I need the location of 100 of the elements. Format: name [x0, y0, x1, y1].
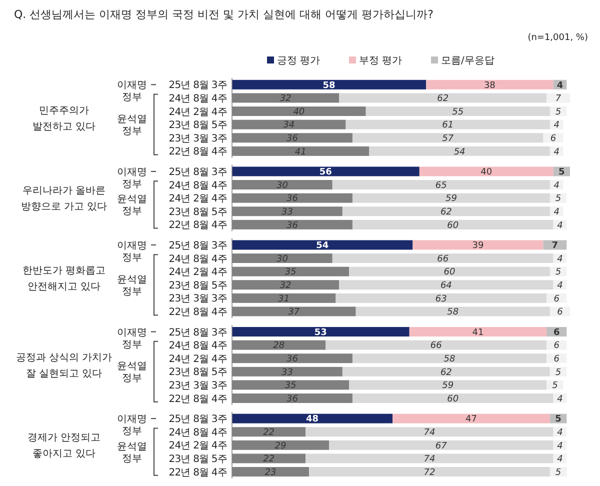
data-label: 5 [552, 381, 558, 392]
data-label: 28 [273, 341, 285, 352]
bar [543, 240, 567, 250]
y-tick-label: 24년 2월 4주 [168, 354, 228, 365]
data-label: 5 [555, 368, 562, 378]
legend-label: 부정 평가 [359, 56, 402, 66]
data-label: 34 [283, 120, 295, 131]
data-label: 54 [454, 147, 466, 158]
data-label: 36 [286, 220, 298, 231]
y-tick-label: 23년 8월 5주 [168, 280, 228, 292]
data-label: 30 [276, 254, 288, 264]
legend-label: 모름/무응답 [441, 56, 494, 66]
bar [392, 414, 550, 424]
data-label: 4 [557, 428, 564, 438]
y-tick-label: 22년 8월 4주 [168, 467, 228, 478]
data-label: 5 [555, 107, 562, 118]
text: 이재명 정부 [117, 80, 147, 104]
data-label: 60 [444, 268, 456, 278]
data-label: 4 [554, 180, 560, 191]
data-label: 61 [442, 120, 454, 131]
y-tick-label: 25년 8월 3주 [168, 80, 228, 92]
data-label: 22 [263, 428, 275, 438]
y-axis-title: 한반도가 평화롭고 안전해지고 있다 [22, 266, 106, 293]
data-label: 66 [430, 341, 442, 352]
bar [232, 240, 413, 250]
data-label: 48 [306, 414, 319, 425]
y-tick-label: 24년 8월 4주 [168, 340, 228, 352]
y-tick-label: 25년 8월 3주 [168, 166, 228, 178]
y-tick-label: 24년 8월 4주 [168, 93, 228, 104]
data-label: 6 [554, 354, 560, 364]
data-label: 39 [472, 241, 484, 252]
text: 윤석열 정부 [117, 361, 147, 384]
data-label: 5 [555, 268, 562, 278]
data-label: 62 [437, 94, 449, 104]
y-axis-title: 경제가 안정되고 좋아지고 있다 [27, 432, 101, 460]
y-axis-title: 우리나라가 올바른 방향으로 가고 있다 [20, 186, 108, 213]
bar [308, 467, 550, 476]
data-label: 4 [557, 281, 564, 291]
data-label: 4 [554, 147, 560, 158]
bar [349, 380, 547, 390]
bar [339, 280, 554, 290]
data-label: 56 [319, 168, 332, 178]
data-label: 36 [286, 194, 298, 204]
y-tick-label: 22년 8월 4주 [168, 306, 228, 318]
data-label: 6 [553, 328, 560, 338]
data-label: 53 [314, 328, 327, 338]
data-label: 33 [281, 208, 294, 218]
data-label: 54 [316, 241, 329, 252]
data-label: 65 [435, 180, 448, 191]
bar [369, 146, 550, 156]
data-label: 5 [558, 168, 565, 178]
data-label: 30 [276, 180, 288, 191]
bar [336, 293, 547, 303]
data-label: 40 [480, 168, 492, 178]
data-label: 31 [278, 294, 290, 304]
data-label: 33 [281, 368, 294, 378]
bar [426, 80, 554, 90]
data-label: 6 [554, 341, 560, 352]
bar [342, 366, 550, 376]
data-label: 36 [286, 354, 298, 364]
data-label: 4 [557, 220, 564, 231]
bar [306, 454, 554, 464]
data-label: 7 [552, 241, 558, 252]
bar [339, 93, 547, 103]
legend-label: 긍정 평가 [277, 56, 320, 66]
data-label: 62 [440, 208, 452, 218]
data-label: 40 [293, 107, 305, 118]
bar [543, 133, 564, 143]
y-tick-label: 22년 8월 4주 [168, 220, 228, 232]
data-label: 7 [555, 94, 562, 104]
data-label: 59 [442, 381, 454, 392]
bar [349, 266, 550, 276]
y-tick-label: 23년 3월 3주 [168, 294, 228, 305]
data-label: 58 [447, 308, 459, 318]
y-tick-label: 25년 8월 3주 [168, 414, 228, 426]
data-label: 37 [288, 308, 300, 318]
data-label: 6 [557, 308, 564, 318]
data-label: 5 [555, 468, 562, 478]
y-tick-label: 25년 8월 3주 [168, 240, 228, 252]
y-tick-label: 24년 2월 4주 [168, 440, 228, 452]
data-label: 4 [557, 441, 564, 452]
y-tick-label: 24년 2월 4주 [168, 194, 228, 205]
data-label: 47 [466, 414, 478, 425]
text: 윤석열 정부 [117, 441, 147, 464]
bar [352, 394, 554, 403]
bar [332, 254, 554, 263]
data-label: 38 [484, 80, 496, 91]
data-label: 66 [437, 254, 449, 264]
data-label: 5 [555, 414, 562, 425]
data-label: 74 [424, 428, 436, 438]
data-label: 41 [294, 147, 306, 158]
y-tick-label: 23년 8월 5주 [168, 120, 228, 132]
data-label: 4 [557, 394, 564, 404]
text: 이재명 정부 [117, 327, 147, 350]
bar [356, 306, 550, 316]
bar [346, 120, 550, 130]
y-tick-label: 24년 2월 4주 [168, 267, 228, 278]
data-label: 41 [472, 328, 484, 338]
data-label: 29 [274, 441, 287, 452]
data-label: 55 [452, 107, 464, 118]
